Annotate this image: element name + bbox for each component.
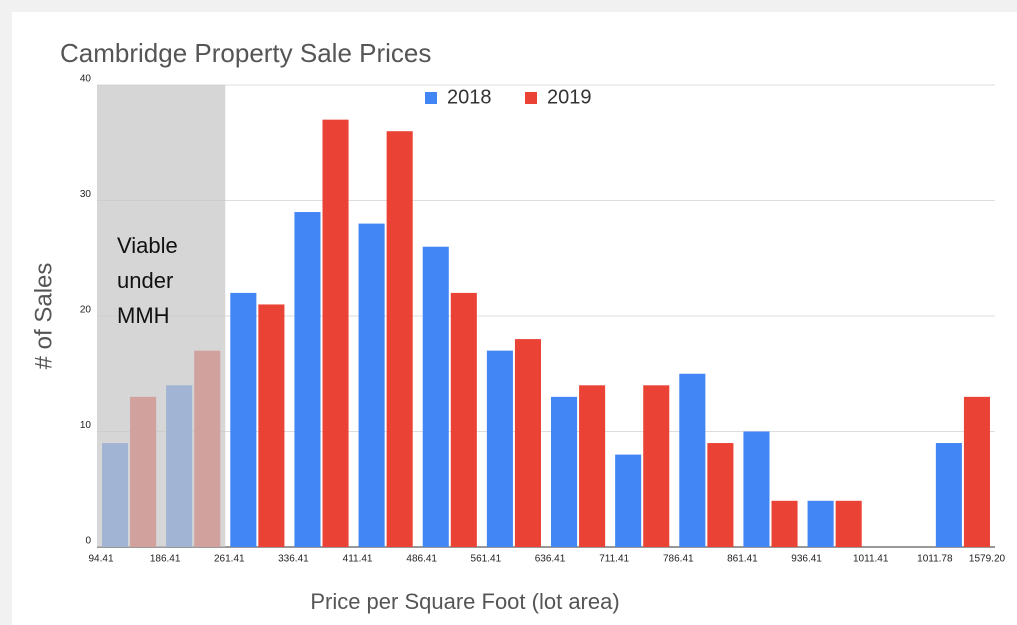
bar	[771, 500, 798, 547]
bar	[643, 385, 670, 547]
x-tick-label: 1011.41	[853, 554, 889, 565]
y-tick-label: 20	[80, 305, 92, 316]
x-axis-label: Price per Square Foot (lot area)	[310, 589, 619, 614]
x-tick-label: 936.41	[791, 554, 822, 565]
annotation-shade	[97, 85, 226, 547]
annotation-text: MMH	[117, 303, 170, 328]
x-tick-label: 486.41	[406, 554, 437, 565]
bar	[450, 292, 477, 547]
bar	[807, 500, 834, 547]
y-tick-label: 10	[80, 420, 92, 431]
legend-label: 2018	[447, 86, 492, 108]
x-tick-label: 336.41	[278, 554, 309, 565]
x-tick-label: 861.41	[727, 554, 758, 565]
bar	[935, 443, 962, 547]
y-axis-label: # of Sales	[30, 263, 57, 370]
bar	[230, 292, 257, 547]
bar	[358, 223, 385, 547]
bar	[258, 304, 285, 547]
x-tick-label: 261.41	[214, 554, 245, 565]
legend-label: 2019	[547, 86, 592, 108]
x-tick-label: 561.41	[471, 554, 502, 565]
annotation-text: Viable	[117, 233, 178, 258]
y-tick-label: 0	[85, 536, 91, 547]
x-tick-label: 711.41	[599, 554, 629, 565]
x-tick-label: 1579.20	[969, 554, 1006, 565]
bar	[486, 350, 513, 547]
bar	[963, 396, 990, 547]
y-tick-label: 40	[80, 74, 92, 85]
bar	[294, 212, 321, 548]
y-tick-label: 30	[80, 189, 92, 200]
bar	[707, 443, 734, 547]
bar	[835, 500, 862, 547]
bar	[322, 119, 349, 548]
x-tick-label: 1011.78	[917, 554, 953, 565]
bar	[743, 431, 770, 547]
x-tick-label: 94.41	[88, 554, 113, 565]
x-tick-label: 636.41	[535, 554, 566, 565]
bar	[615, 454, 642, 547]
bar	[579, 385, 606, 547]
bar	[679, 373, 706, 547]
annotation-text: under	[117, 268, 173, 293]
bar	[551, 396, 578, 547]
bar	[386, 131, 413, 547]
chart-title: Cambridge Property Sale Prices	[60, 38, 431, 68]
legend-swatch	[425, 92, 437, 104]
legend-swatch	[525, 92, 537, 104]
x-tick-label: 411.41	[343, 554, 373, 565]
x-tick-label: 186.41	[150, 554, 181, 565]
x-tick-label: 786.41	[663, 554, 694, 565]
bar	[422, 246, 449, 547]
bar	[514, 339, 541, 547]
